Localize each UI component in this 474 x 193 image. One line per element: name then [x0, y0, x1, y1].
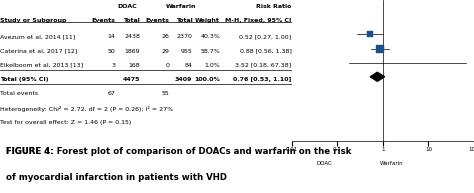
Text: 0: 0 — [165, 63, 169, 68]
Text: 2438: 2438 — [124, 34, 140, 39]
Text: Eikelboom et al, 2013 [13]: Eikelboom et al, 2013 [13] — [0, 63, 83, 68]
Text: 0.76 [0.53, 1.10]: 0.76 [0.53, 1.10] — [233, 77, 292, 82]
Text: Avezum et al, 2014 [11]: Avezum et al, 2014 [11] — [0, 34, 75, 39]
Text: 55: 55 — [161, 91, 169, 96]
Text: 3.52 [0.18, 67.38]: 3.52 [0.18, 67.38] — [236, 63, 292, 68]
Text: 29: 29 — [161, 49, 169, 54]
Text: 3409: 3409 — [175, 77, 192, 82]
Text: Warfarin: Warfarin — [165, 3, 196, 8]
Text: Study or Subgroup: Study or Subgroup — [0, 18, 66, 23]
Text: DOAC: DOAC — [118, 3, 137, 8]
Text: 1.0%: 1.0% — [204, 63, 220, 68]
Text: FIGURE 4: Forest plot of comparison of DOACs and warfarin on the risk: FIGURE 4: Forest plot of comparison of D… — [6, 147, 351, 156]
Text: Events: Events — [91, 18, 115, 23]
Text: Events: Events — [145, 18, 169, 23]
Text: Total (95% CI): Total (95% CI) — [0, 77, 48, 82]
Text: Total events: Total events — [0, 91, 38, 96]
Polygon shape — [370, 72, 384, 81]
Text: 955: 955 — [181, 49, 192, 54]
Text: 3: 3 — [111, 63, 115, 68]
Text: 14: 14 — [107, 34, 115, 39]
Text: 26: 26 — [161, 34, 169, 39]
Text: FIGURE 4:: FIGURE 4: — [6, 147, 56, 156]
Text: 58.7%: 58.7% — [201, 49, 220, 54]
Text: 40.3%: 40.3% — [200, 34, 220, 39]
Text: 4475: 4475 — [122, 77, 140, 82]
Text: Risk Ratio: Risk Ratio — [256, 3, 292, 8]
Text: of myocardial infarction in patients with VHD: of myocardial infarction in patients wit… — [6, 173, 227, 182]
Text: Heterogeneity: Chi² = 2.72, df = 2 (P = 0.26); I² = 27%: Heterogeneity: Chi² = 2.72, df = 2 (P = … — [0, 106, 173, 112]
Text: DOAC: DOAC — [317, 161, 332, 166]
Text: Total: Total — [123, 18, 140, 23]
Text: Total: Total — [176, 18, 192, 23]
Text: Warfarin: Warfarin — [380, 161, 404, 166]
Text: 0.52 [0.27, 1.00]: 0.52 [0.27, 1.00] — [239, 34, 292, 39]
Text: Caterina et al, 2017 [12]: Caterina et al, 2017 [12] — [0, 49, 77, 54]
Text: 67: 67 — [107, 91, 115, 96]
Text: 84: 84 — [184, 63, 192, 68]
Text: 168: 168 — [128, 63, 140, 68]
Text: 100.0%: 100.0% — [194, 77, 220, 82]
Text: 50: 50 — [108, 49, 115, 54]
Text: M-H, Fixed, 95% CI: M-H, Fixed, 95% CI — [225, 18, 292, 23]
Text: 2370: 2370 — [176, 34, 192, 39]
Text: 1869: 1869 — [124, 49, 140, 54]
Text: 0.88 [0.56, 1.38]: 0.88 [0.56, 1.38] — [240, 49, 292, 54]
Text: Test for overall effect: Z = 1.46 (P = 0.15): Test for overall effect: Z = 1.46 (P = 0… — [0, 120, 131, 125]
Text: Weight: Weight — [195, 18, 220, 23]
